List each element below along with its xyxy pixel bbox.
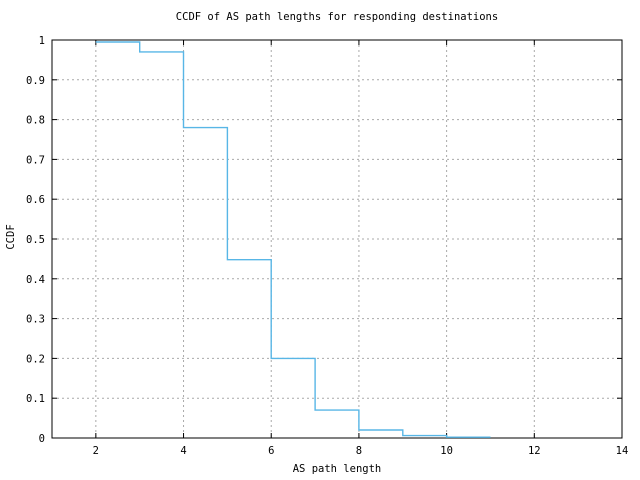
x-tick-label: 2: [93, 445, 99, 457]
y-tick-label: 1: [39, 35, 45, 47]
x-tick-label: 4: [180, 445, 186, 457]
y-tick-label: 0.3: [26, 314, 45, 326]
x-axis-label: AS path length: [292, 463, 382, 475]
x-tick-label: 14: [616, 445, 629, 457]
x-tick-label: 12: [528, 445, 541, 457]
ccdf-step-line: [95, 41, 491, 438]
x-tick-label: 6: [268, 445, 274, 457]
y-tick-label: 0.2: [26, 353, 45, 365]
y-tick-label: 0.5: [26, 234, 45, 246]
chart-title: CCDF of AS path lengths for responding d…: [175, 11, 499, 23]
y-tick-label: 0.1: [26, 393, 45, 405]
x-tick-label: 8: [356, 445, 362, 457]
y-tick-label: 0.9: [26, 75, 45, 87]
y-tick-label: 0.6: [26, 194, 45, 206]
y-tick-label: 0.8: [26, 115, 45, 127]
y-tick-label: 0.7: [26, 154, 45, 166]
y-tick-label: 0.4: [26, 274, 45, 286]
y-tick-label: 0: [39, 433, 45, 445]
x-tick-label: 10: [440, 445, 453, 457]
